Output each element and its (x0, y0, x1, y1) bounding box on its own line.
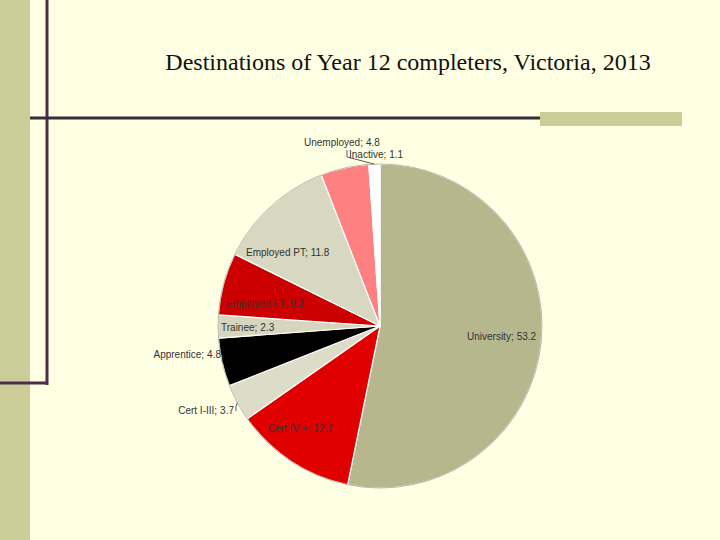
data-label: Employed PT;11.8 (246, 247, 330, 258)
leader-line (236, 403, 237, 411)
background (0, 0, 720, 540)
label-value: 12.1 (314, 423, 334, 434)
side-rule (0, 382, 48, 385)
title-rule-block (540, 112, 682, 126)
pie-slice (321, 164, 380, 326)
data-labels: University;53.2 Cert IV +;12.1 Cert I-III;… (154, 137, 537, 434)
label-category: Unemployed; (304, 137, 363, 148)
label-category: Cert IV +; (268, 423, 311, 434)
data-label: Cert IV +;12.1 (268, 423, 333, 434)
label-value: 6.2 (290, 298, 304, 309)
slide: Destinations of Year 12 completers, Vict… (0, 0, 720, 540)
side-band (0, 0, 30, 540)
data-label: University;53.2 (467, 331, 537, 342)
data-label: Cert I-III;3.7 (178, 405, 234, 416)
data-label: Trainee;2.3 (221, 322, 275, 333)
label-value: 11.8 (311, 247, 330, 258)
pie-slice (369, 164, 380, 326)
label-category: Trainee; (221, 322, 257, 333)
label-value: 3.7 (220, 405, 234, 416)
label-value: 4.8 (207, 349, 221, 360)
label-category: Cert I-III; (178, 405, 217, 416)
pie-outline (218, 164, 542, 488)
label-value: 2.3 (260, 322, 274, 333)
label-category: Apprentice; (154, 349, 205, 360)
leader-line (347, 150, 374, 164)
label-category: University; (467, 331, 514, 342)
pie (218, 164, 542, 488)
data-label: Apprentice;4.8 (154, 349, 222, 360)
title: Destinations of Year 12 completers, Vict… (165, 49, 650, 75)
label-value: 4.8 (366, 137, 380, 148)
label-category: Employed PT; (246, 247, 308, 258)
side-rule (46, 0, 49, 385)
data-label: Inactive;1.1 (349, 149, 404, 160)
label-value: 53.2 (517, 331, 537, 342)
leader-line (222, 355, 224, 362)
data-label: Unemployed;4.8 (304, 137, 380, 148)
label-category: Employed FT; (226, 298, 287, 309)
label-value: 1.1 (389, 149, 403, 160)
label-category: Inactive; (349, 149, 386, 160)
data-label: Employed FT;6.2 (226, 298, 304, 309)
